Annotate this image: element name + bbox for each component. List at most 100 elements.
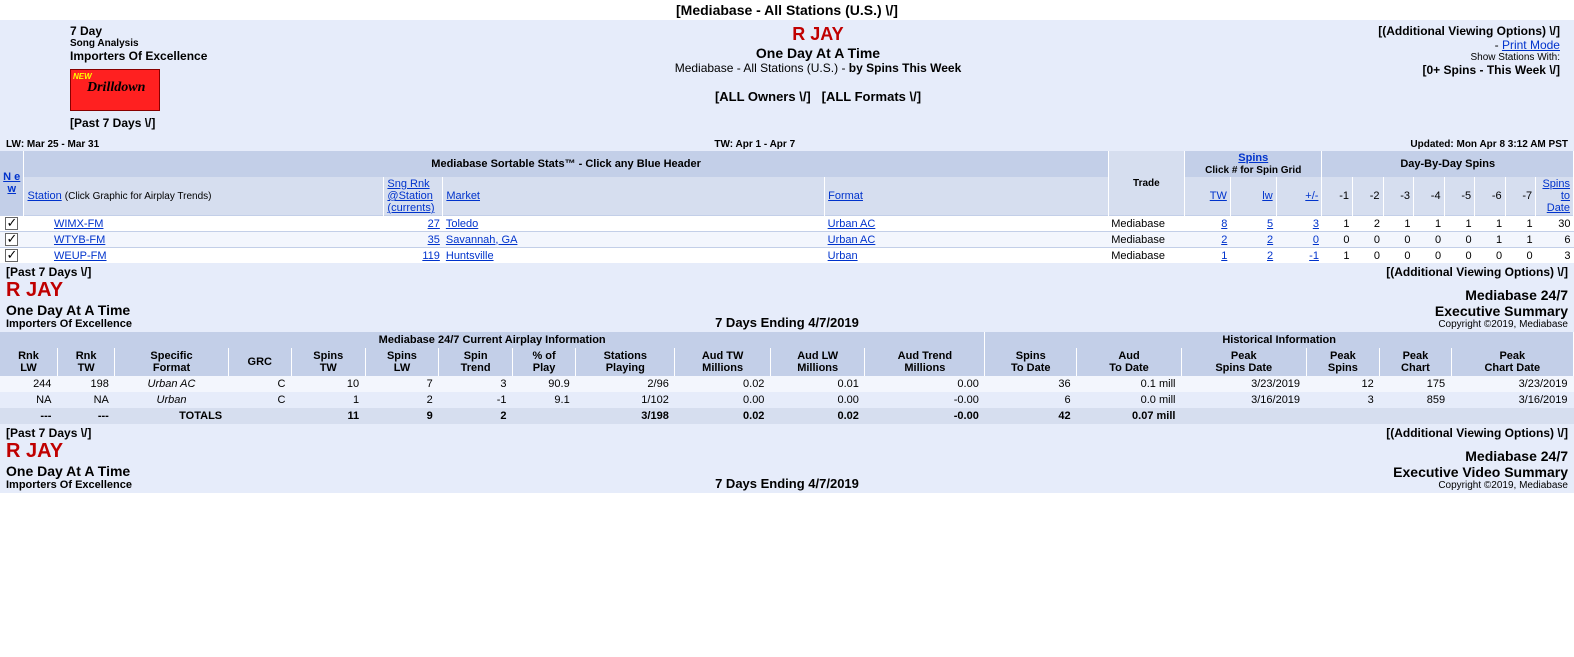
past-7-days-selector[interactable]: [Past 7 Days \/] (70, 116, 569, 130)
exec2-song: One Day At A Time (6, 463, 527, 479)
day-cell: 1 (1505, 232, 1536, 248)
past-7-days-selector-3[interactable]: [Past 7 Days \/] (6, 426, 91, 440)
additional-viewing-options[interactable]: [(Additional Viewing Options) \/] (1378, 24, 1560, 38)
exec-song: One Day At A Time (6, 302, 527, 318)
airplay-table: Mediabase 24/7 Current Airplay Informati… (0, 332, 1574, 424)
row-checkbox[interactable] (5, 249, 18, 262)
t2-col-stns[interactable]: StationsPlaying (576, 348, 675, 376)
date-bar: LW: Mar 25 - Mar 31 TW: Apr 1 - Apr 7 Up… (0, 138, 1574, 151)
header-left: 7 Day Song Analysis Importers Of Excelle… (70, 24, 569, 130)
col-market[interactable]: Market (446, 190, 480, 202)
market-link[interactable]: Savannah, GA (446, 234, 518, 246)
col-format[interactable]: Format (828, 190, 863, 202)
station-link[interactable]: WEUP-FM (54, 250, 107, 262)
col-lw[interactable]: lw (1262, 190, 1272, 202)
drilldown-button[interactable]: NEW Drilldown (70, 69, 160, 111)
t2-col-fmt[interactable]: SpecificFormat (115, 348, 228, 376)
lw-link[interactable]: 2 (1267, 250, 1273, 262)
past-7-days-selector-2[interactable]: [Past 7 Days \/] (6, 265, 91, 279)
row-checkbox[interactable] (5, 217, 18, 230)
t2-col-pksp[interactable]: PeakSpins (1306, 348, 1380, 376)
panel-selector[interactable]: [Mediabase - All Stations (U.S.) \/] (0, 0, 1574, 20)
exec-label: Importers Of Excellence (6, 318, 527, 330)
exec2-brand: Mediabase 24/7 (1047, 448, 1568, 464)
t2-col-audtr[interactable]: Aud TrendMillions (865, 348, 985, 376)
t2-col-spinstw[interactable]: SpinsTW (291, 348, 365, 376)
spins-banner: Spins Click # for Spin Grid (1185, 151, 1322, 177)
pm-link[interactable]: 0 (1313, 234, 1319, 246)
market-link[interactable]: Huntsville (446, 250, 494, 262)
formats-selector[interactable]: [ALL Formats \/] (822, 89, 921, 104)
col-sngrnk[interactable]: Sng Rnk@Station(currents) (387, 178, 434, 214)
sngrnk-link[interactable]: 119 (422, 250, 440, 262)
sngrnk-link[interactable]: 27 (428, 218, 440, 230)
t2-col-pct[interactable]: % ofPlay (512, 348, 575, 376)
day-cell: 1 (1322, 216, 1353, 232)
tw-link[interactable]: 8 (1221, 218, 1227, 230)
additional-viewing-options-3[interactable]: [(Additional Viewing Options) \/] (1386, 426, 1568, 440)
station-table: N e w Mediabase Sortable Stats™ - Click … (0, 151, 1574, 263)
day-cell: 0 (1352, 248, 1383, 264)
lw-link[interactable]: 5 (1267, 218, 1273, 230)
print-mode-dash: - (1495, 38, 1502, 52)
format-link[interactable]: Urban AC (828, 234, 876, 246)
col-tw[interactable]: TW (1210, 190, 1227, 202)
col-spins-to-date[interactable]: SpinstoDate (1542, 178, 1570, 214)
col-d4: -4 (1414, 177, 1445, 216)
row-checkbox[interactable] (5, 233, 18, 246)
owners-selector[interactable]: [ALL Owners \/] (715, 89, 811, 104)
artist-name: R JAY (569, 24, 1068, 45)
day-cell: 1 (1475, 216, 1506, 232)
t2-col-audtd[interactable]: AudTo Date (1077, 348, 1182, 376)
col-trade: Trade (1108, 151, 1184, 216)
t2-col-audlw[interactable]: Aud LWMillions (770, 348, 864, 376)
exec-artist: R JAY (6, 279, 527, 302)
tw-link[interactable]: 2 (1221, 234, 1227, 246)
day-cell: 0 (1414, 248, 1445, 264)
station-link[interactable]: WTYB-FM (54, 234, 105, 246)
col-station[interactable]: Station (27, 190, 61, 202)
day-cell: 0 (1352, 232, 1383, 248)
exec-subtitle: Executive Summary (1047, 303, 1568, 319)
col-pm[interactable]: +/- (1305, 190, 1318, 202)
day-cell: 0 (1383, 248, 1414, 264)
col-new[interactable]: N e w (3, 171, 20, 195)
station-link[interactable]: WIMX-FM (54, 218, 103, 230)
tw-link[interactable]: 1 (1221, 250, 1227, 262)
t2-col-pkch[interactable]: PeakChart (1380, 348, 1451, 376)
airplay-row: 244198Urban ACC107390.92/960.020.010.003… (0, 376, 1574, 392)
col-d2: -2 (1352, 177, 1383, 216)
dbd-banner: Day-By-Day Spins (1322, 151, 1574, 177)
t2-col-rnklw[interactable]: RnkLW (0, 348, 57, 376)
t2-col-sptrend[interactable]: SpinTrend (439, 348, 513, 376)
t2-col-grc[interactable]: GRC (228, 348, 291, 376)
mid-bar-2: [Past 7 Days \/] [(Additional Viewing Op… (0, 424, 1574, 440)
exec2-subtitle: Executive Video Summary (1047, 464, 1568, 480)
t2-col-pksd[interactable]: PeakSpins Date (1181, 348, 1306, 376)
t2-col-spstd[interactable]: SpinsTo Date (985, 348, 1077, 376)
spins-filter-selector[interactable]: [0+ Spins - This Week \/] (1423, 63, 1560, 77)
pm-link[interactable]: -1 (1309, 250, 1319, 262)
exec2-copyright: Copyright ©2019, Mediabase (1047, 480, 1568, 491)
trade-cell: Mediabase (1108, 232, 1184, 248)
sngrnk-link[interactable]: 35 (428, 234, 440, 246)
std-cell: 3 (1536, 248, 1574, 264)
t2-col-spinslw[interactable]: SpinsLW (365, 348, 439, 376)
format-link[interactable]: Urban (828, 250, 858, 262)
format-link[interactable]: Urban AC (828, 218, 876, 230)
pm-link[interactable]: 3 (1313, 218, 1319, 230)
t2-col-pkcd[interactable]: PeakChart Date (1451, 348, 1573, 376)
spins-banner-link[interactable]: Spins (1238, 152, 1268, 164)
market-link[interactable]: Toledo (446, 218, 478, 230)
header-band: 7 Day Song Analysis Importers Of Excelle… (0, 20, 1574, 138)
lw-link[interactable]: 2 (1267, 234, 1273, 246)
show-stations-with-label: Show Stations With: (1067, 52, 1560, 63)
analysis-label: Song Analysis (70, 38, 569, 49)
additional-viewing-options-2[interactable]: [(Additional Viewing Options) \/] (1386, 265, 1568, 279)
panel-line-prefix: Mediabase - All Stations (U.S.) - (675, 61, 849, 75)
std-cell: 30 (1536, 216, 1574, 232)
t2-col-audtw[interactable]: Aud TWMillions (675, 348, 771, 376)
print-mode-link[interactable]: Print Mode (1502, 38, 1560, 52)
t2-col-rnktw[interactable]: RnkTW (57, 348, 114, 376)
panel-line-bold: by Spins This Week (849, 61, 961, 75)
